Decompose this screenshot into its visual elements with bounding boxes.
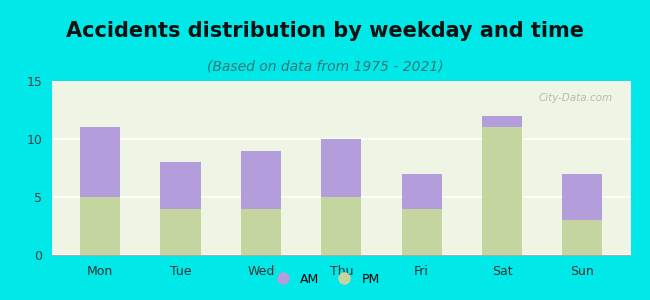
- Bar: [80, 128, 120, 197]
- Bar: [402, 208, 442, 255]
- Bar: [240, 208, 281, 255]
- Bar: [240, 151, 281, 208]
- Bar: [161, 162, 201, 208]
- Text: (Based on data from 1975 - 2021): (Based on data from 1975 - 2021): [207, 60, 443, 74]
- Bar: [402, 174, 442, 208]
- Bar: [321, 197, 361, 255]
- Text: City-Data.com: City-Data.com: [539, 93, 613, 103]
- Bar: [482, 116, 522, 127]
- Bar: [562, 220, 603, 255]
- Legend: AM, PM: AM, PM: [265, 268, 385, 291]
- Bar: [562, 174, 603, 220]
- Bar: [321, 139, 361, 197]
- Text: Accidents distribution by weekday and time: Accidents distribution by weekday and ti…: [66, 21, 584, 41]
- Bar: [161, 208, 201, 255]
- Bar: [482, 128, 522, 255]
- Bar: [80, 197, 120, 255]
